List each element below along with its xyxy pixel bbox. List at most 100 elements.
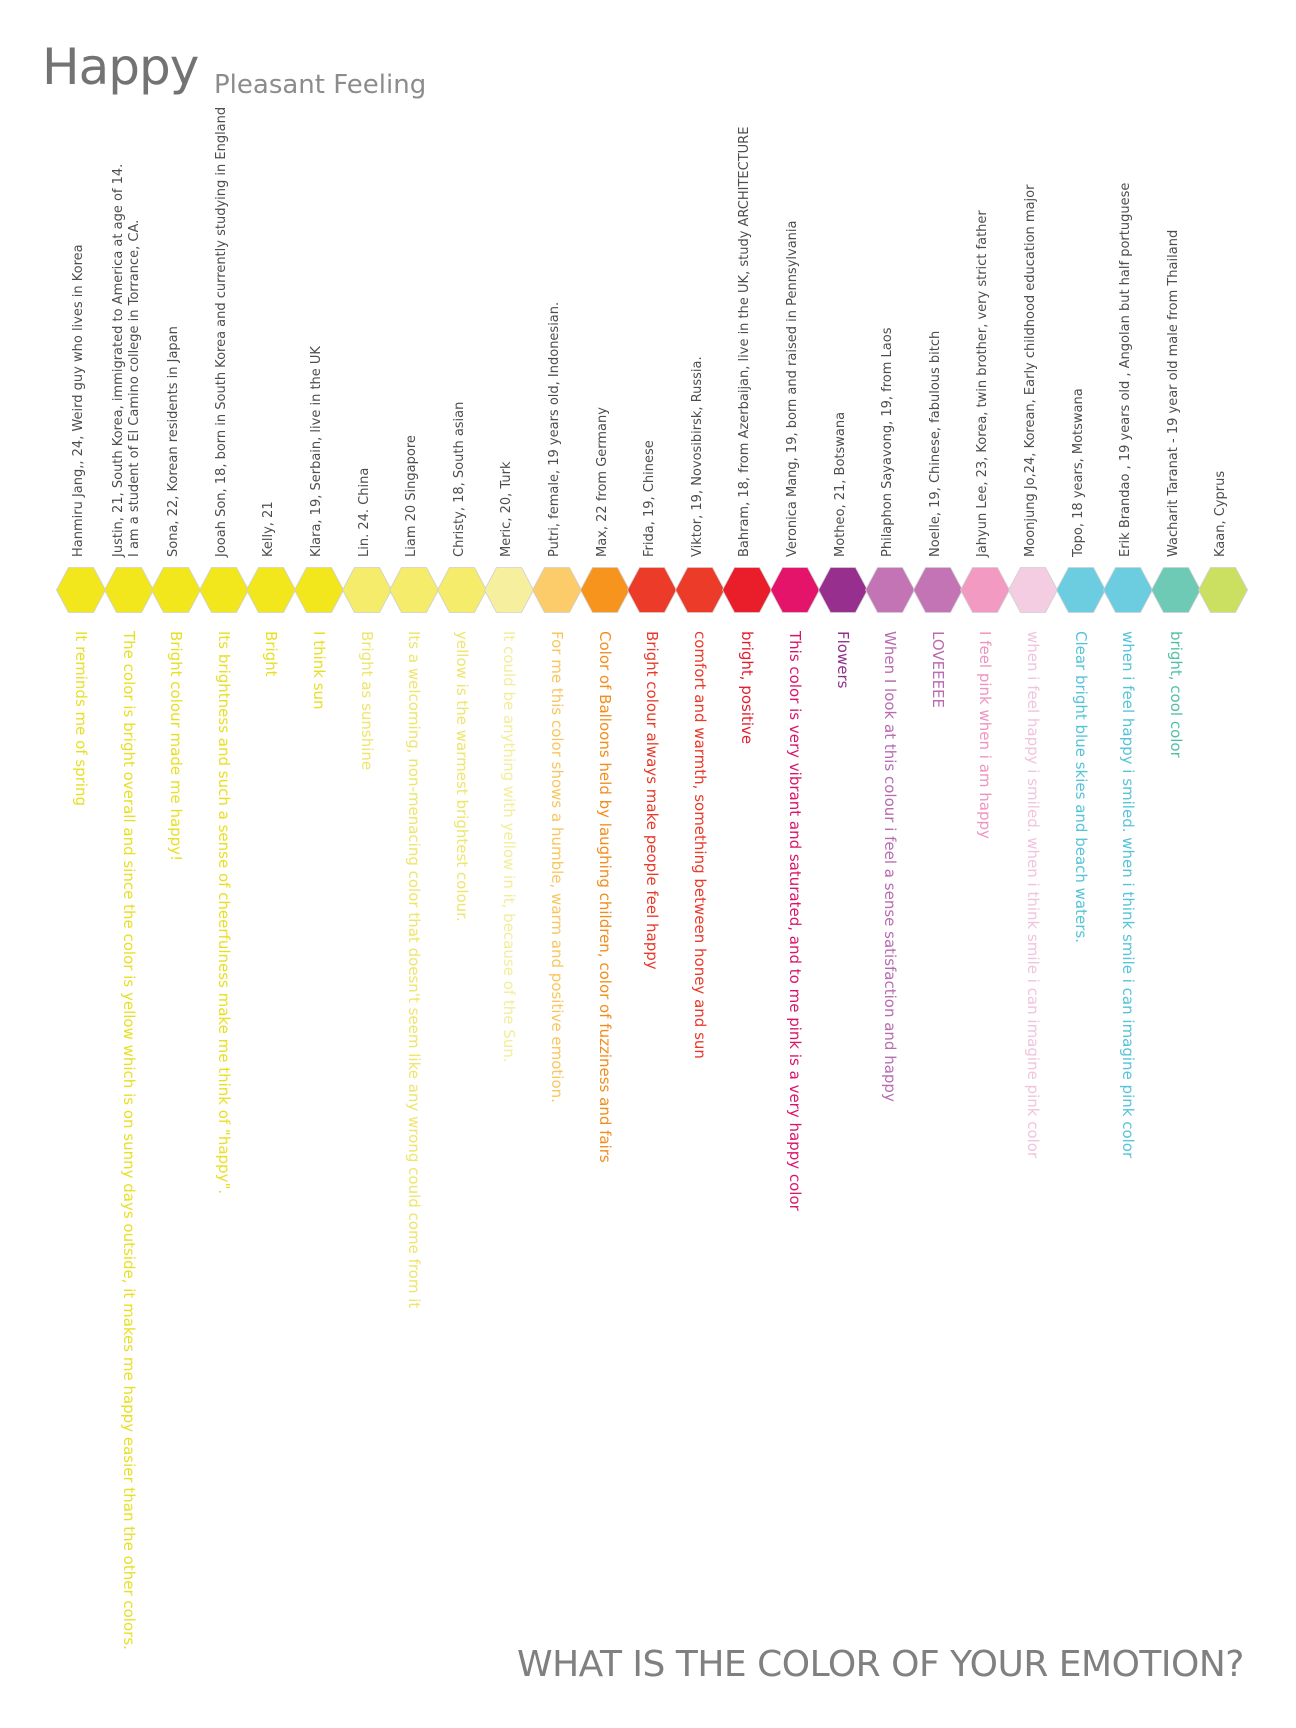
hexagon-swatch [56, 567, 106, 613]
emotion-comment: Flowers [833, 631, 852, 689]
respondent-label: Motheo, 21, Botswana [833, 412, 849, 557]
hexagon-swatch [770, 567, 820, 613]
respondent-label: Hanmiru Jang,, 24, Weird guy who lives i… [71, 244, 87, 557]
respondent-label: Klara, 19, Serbain, live in the UK [309, 346, 325, 557]
hexagon-swatch [627, 567, 678, 613]
hexagon-swatch [1198, 567, 1249, 613]
respondent-line: Viktor, 19, Novosibirsk, Russia. [689, 356, 705, 557]
respondent-line: Lin. 24. China [356, 467, 372, 557]
emotion-comment: I think sun [310, 631, 328, 710]
hexagon-swatch [722, 567, 773, 613]
emotion-comment: It could be anything with yellow in it, … [500, 631, 519, 1063]
respondent-line: Max, 22 from Germany [594, 407, 610, 557]
respondent-label: Meric, 20, Turk [499, 462, 515, 557]
emotion-comment: Bright [262, 631, 281, 677]
respondent-label: Sona, 22, Korean residents in Japan [166, 326, 182, 557]
respondent-line: Philaphon Sayavong, 19, from Laos [880, 327, 896, 558]
respondent-label: Kaan, Cyprus [1213, 471, 1229, 557]
hexagon-swatch [912, 567, 963, 613]
hexagon-swatch [1055, 567, 1106, 613]
emotion-comment: This color is very vibrant and saturated… [786, 631, 804, 1211]
respondent-line: Klara, 19, Serbain, live in the UK [309, 346, 324, 557]
emotion-comment: yellow is the warmest brightest colour. [452, 631, 471, 922]
respondent-line: Bahram, 18, from Azerbaijan, live in the… [737, 126, 753, 557]
respondent-label: Wacharit Taranat - 19 year old male from… [1166, 230, 1182, 557]
respondent-label: Philaphon Sayavong, 19, from Laos [880, 328, 896, 558]
emotion-comment: I feel pink when i am happy [976, 631, 995, 839]
respondent-line: Meric, 20, Turk [499, 461, 515, 557]
respondent-label: Bahram, 18, from Azerbaijan, live in the… [737, 127, 753, 557]
page-subtitle: Pleasant Feeling [214, 70, 427, 100]
respondent-label: Erik Brandao , 19 years old , Angolan bu… [1118, 183, 1134, 557]
respondent-line: Christy, 18, South asian [451, 401, 467, 557]
respondent-label: Jooah Son, 18, born in South Korea and c… [214, 107, 230, 557]
hexagon-swatch [389, 567, 440, 613]
emotion-comment: LOVEEEEE [928, 631, 947, 709]
hexagon-swatch [817, 567, 868, 613]
respondent-line: Jooah Son, 18, born in South Korea and c… [213, 106, 229, 557]
hexagon-swatch [198, 567, 249, 613]
respondent-label: Justin, 21, South Korea, immigrated to A… [111, 164, 143, 557]
respondent-line: Liam 20 Singapore [404, 435, 420, 557]
hexagon-swatch [1103, 567, 1154, 613]
hexagon-swatch [151, 567, 202, 613]
respondent-label: Kelly, 21 [261, 501, 277, 557]
respondent-line: Moonjung Jo,24, Korean, Early childhood … [1023, 184, 1038, 557]
hexagon-swatch [579, 567, 630, 613]
footer-question: WHAT IS THE COLOR OF YOUR EMOTION? [517, 1644, 1244, 1685]
respondent-line: Kaan, Cyprus [1213, 470, 1229, 557]
hexagon-swatch [960, 567, 1011, 613]
respondent-label: Putri, female, 19 years old, Indonesian. [547, 302, 563, 557]
emotion-comment: Bright colour always make people feel ha… [643, 631, 662, 970]
respondent-line: Motheo, 21, Botswana [832, 411, 848, 557]
emotion-comment: when i feel happy i smiled. when i think… [1119, 631, 1138, 1159]
emotion-comment: It reminds me of spring [72, 631, 90, 807]
respondent-line: Veronica Mang, 19, born and raised in Pe… [785, 220, 800, 558]
emotion-comment: Its brightness and such a sense of cheer… [214, 631, 233, 1195]
emotion-comment: when i feel happy i smiled. when i think… [1024, 631, 1042, 1159]
emotion-comment: The color is bright overall and since th… [119, 631, 138, 1650]
respondent-label: Viktor, 19, Novosibirsk, Russia. [690, 356, 706, 557]
respondent-label: Topo, 18 years, Motswana [1071, 388, 1087, 557]
respondent-line: Noelle, 19, Chinese, fabulous bitch [927, 330, 943, 557]
respondent-label: Moonjung Jo,24, Korean, Early childhood … [1023, 185, 1039, 557]
hexagon-swatch [294, 567, 344, 613]
respondent-label: Veronica Mang, 19, born and raised in Pe… [785, 221, 801, 558]
respondent-line: Sona, 22, Korean residents in Japan [166, 326, 182, 557]
hexagon-swatch [484, 567, 535, 613]
respondent-line: Frida, 19, Chinese [642, 440, 658, 557]
emotion-comment: comfort and warmth, something between ho… [690, 631, 709, 1059]
hexagon-swatch [1008, 567, 1058, 613]
hexagon-swatch [436, 567, 487, 613]
respondent-line: Erik Brandao , 19 years old , Angolan bu… [1118, 182, 1134, 557]
page-title: Happy [42, 38, 199, 96]
respondent-label: Lin. 24. China [357, 468, 373, 557]
emotion-comment: bright, cool color [1166, 631, 1185, 758]
respondent-line: Wacharit Taranat - 19 year old male from… [1165, 229, 1181, 557]
emotion-comment: Clear bright blue skies and beach waters… [1071, 631, 1090, 943]
hexagon-swatch [674, 567, 725, 613]
hexagon-swatch [865, 567, 916, 613]
emotion-comment: For me this color shows a humble, warm a… [548, 631, 566, 1103]
respondent-line: Putri, female, 19 years old, Indonesian. [547, 301, 562, 557]
emotion-comment: bright, positive [738, 631, 757, 745]
emotion-comment: Its a welcoming, non-menacing color that… [405, 631, 424, 1309]
respondent-label: Jahyun Lee, 23, Korea, twin brother, ver… [975, 210, 991, 557]
emotion-comment: Bright colour made me happy! [167, 631, 186, 862]
hexagon-swatch [532, 567, 582, 613]
respondent-label: Max, 22 from Germany [595, 407, 611, 557]
respondent-line: Hanmiru Jang,, 24, Weird guy who lives i… [71, 244, 86, 557]
respondent-line: Jahyun Lee, 23, Korea, twin brother, ver… [975, 210, 991, 557]
emotion-comment: Bright as sunshine [357, 631, 376, 771]
respondent-line: Justin, 21, South Korea, immigrated to A… [110, 163, 126, 557]
hexagon-swatch [103, 567, 154, 613]
respondent-line: I am a student of El Camino college in T… [126, 219, 142, 557]
hexagon-swatch [341, 567, 392, 613]
emotion-comment: Color of Balloons held by laughing child… [595, 631, 614, 1163]
respondent-label: Liam 20 Singapore [404, 435, 420, 557]
respondent-line: Kelly, 21 [261, 501, 277, 557]
hexagon-swatch [1150, 567, 1201, 613]
respondent-label: Christy, 18, South asian [452, 402, 468, 557]
respondent-line: Topo, 18 years, Motswana [1070, 388, 1086, 557]
